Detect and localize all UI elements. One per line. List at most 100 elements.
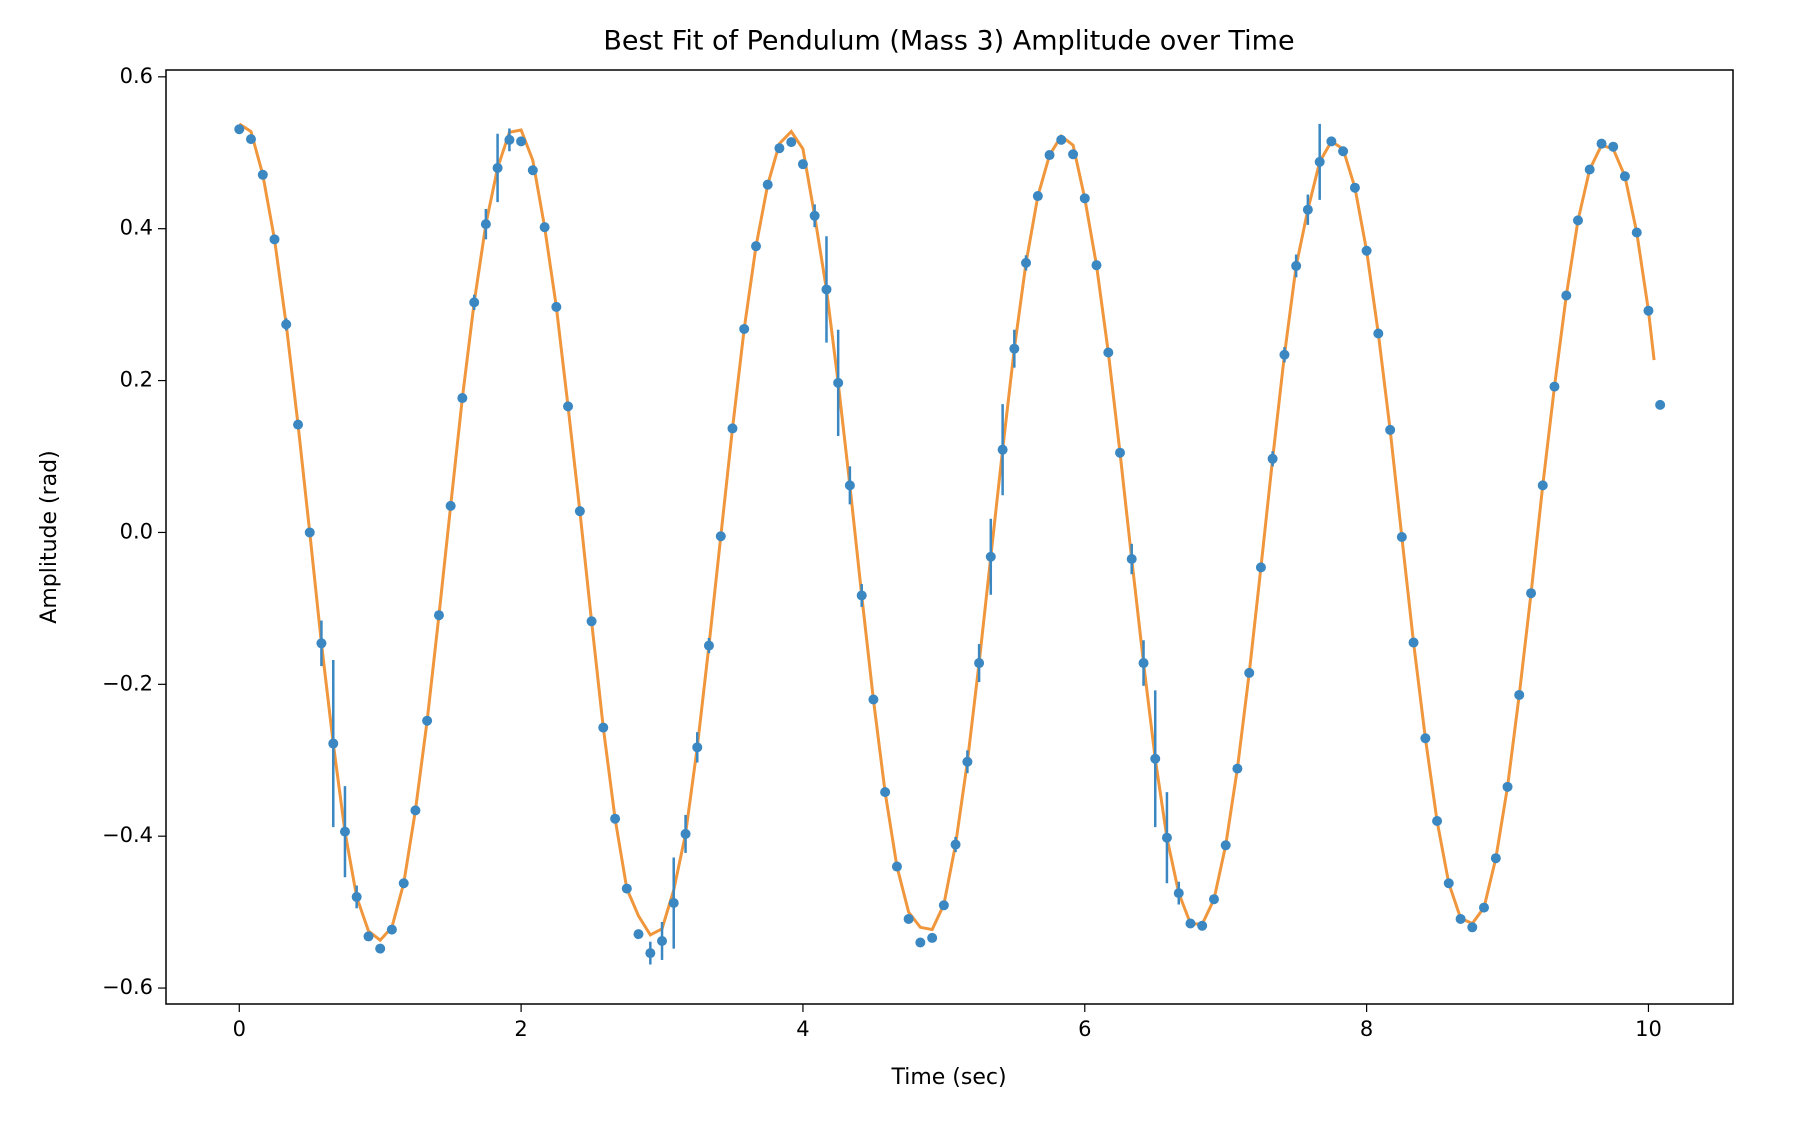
y-tick-label: 0.2 xyxy=(120,368,153,392)
data-point xyxy=(1584,164,1595,175)
y-axis-label: Amplitude (rad) xyxy=(37,450,62,623)
data-point xyxy=(563,401,574,412)
data-point xyxy=(1490,853,1501,864)
data-point xyxy=(856,590,867,601)
data-point xyxy=(1302,204,1313,215)
data-point xyxy=(293,419,304,430)
data-point xyxy=(1103,347,1114,358)
data-point xyxy=(1032,191,1043,202)
data-point xyxy=(1467,922,1478,933)
data-point xyxy=(844,480,855,491)
data-point xyxy=(257,169,268,180)
data-point xyxy=(1126,554,1137,565)
data-point xyxy=(1044,150,1055,161)
data-point xyxy=(1068,149,1079,160)
data-point xyxy=(774,143,785,154)
data-point xyxy=(833,377,844,388)
data-point xyxy=(1455,913,1466,924)
y-tick-label: 0.6 xyxy=(120,64,153,88)
data-point xyxy=(657,935,668,946)
data-point xyxy=(786,137,797,148)
data-point xyxy=(927,932,938,943)
data-point xyxy=(1502,781,1513,792)
data-point xyxy=(962,756,973,767)
data-point xyxy=(727,423,738,434)
data-point xyxy=(891,861,902,872)
data-point xyxy=(269,234,280,245)
data-point xyxy=(1338,146,1349,157)
data-point xyxy=(1655,399,1666,410)
data-point xyxy=(692,742,703,753)
y-tick-label: 0.4 xyxy=(120,216,153,240)
y-tick-label: −0.6 xyxy=(102,975,153,999)
data-point xyxy=(1619,171,1630,182)
data-point xyxy=(1385,424,1396,435)
y-tick-label: −0.2 xyxy=(102,671,153,695)
data-point xyxy=(539,222,550,233)
data-point xyxy=(445,500,456,511)
data-point xyxy=(1021,257,1032,268)
data-point xyxy=(281,319,292,330)
data-point xyxy=(880,787,891,798)
data-point xyxy=(1220,840,1231,851)
data-point xyxy=(1596,138,1607,149)
data-point xyxy=(762,179,773,190)
data-point xyxy=(422,715,433,726)
data-point xyxy=(492,162,503,173)
data-point xyxy=(328,738,339,749)
data-point xyxy=(1150,753,1161,764)
data-point xyxy=(680,828,691,839)
data-point xyxy=(1537,480,1548,491)
data-point xyxy=(985,551,996,562)
data-point xyxy=(1232,763,1243,774)
data-point xyxy=(1561,290,1572,301)
data-point xyxy=(997,444,1008,455)
data-point xyxy=(363,931,374,942)
x-tick-label: 8 xyxy=(1360,1017,1373,1041)
data-point xyxy=(1267,453,1278,464)
data-point xyxy=(586,616,597,627)
data-point xyxy=(410,805,421,816)
data-point xyxy=(1631,227,1642,238)
data-point xyxy=(316,638,327,649)
data-point xyxy=(398,878,409,889)
data-point xyxy=(245,134,256,145)
data-point xyxy=(868,694,879,705)
data-point xyxy=(1432,815,1443,826)
data-point xyxy=(809,210,820,221)
data-point xyxy=(821,284,832,295)
data-point xyxy=(1373,328,1384,339)
data-point xyxy=(1009,343,1020,354)
data-point xyxy=(1138,658,1149,669)
data-point xyxy=(1115,447,1126,458)
data-point xyxy=(1408,637,1419,648)
x-tick-label: 6 xyxy=(1078,1017,1091,1041)
plot-frame xyxy=(165,69,1734,1005)
data-point xyxy=(1091,260,1102,271)
data-point xyxy=(516,136,527,147)
data-point xyxy=(645,948,656,959)
data-point xyxy=(234,124,245,135)
data-point xyxy=(633,929,644,940)
data-point xyxy=(739,323,750,334)
data-point xyxy=(1161,832,1172,843)
data-point xyxy=(1291,260,1302,271)
data-point xyxy=(751,241,762,252)
data-point xyxy=(1526,588,1537,599)
data-point xyxy=(386,924,397,935)
data-point xyxy=(480,219,491,230)
data-point xyxy=(715,531,726,542)
data-point xyxy=(304,527,315,538)
data-point xyxy=(551,301,562,312)
data-point xyxy=(504,134,515,145)
data-point xyxy=(433,610,444,621)
data-point xyxy=(1443,878,1454,889)
data-point xyxy=(598,722,609,733)
data-point xyxy=(351,891,362,902)
data-point xyxy=(1326,136,1337,147)
data-point xyxy=(610,813,621,824)
data-point xyxy=(1643,305,1654,316)
x-tick-label: 4 xyxy=(796,1017,809,1041)
